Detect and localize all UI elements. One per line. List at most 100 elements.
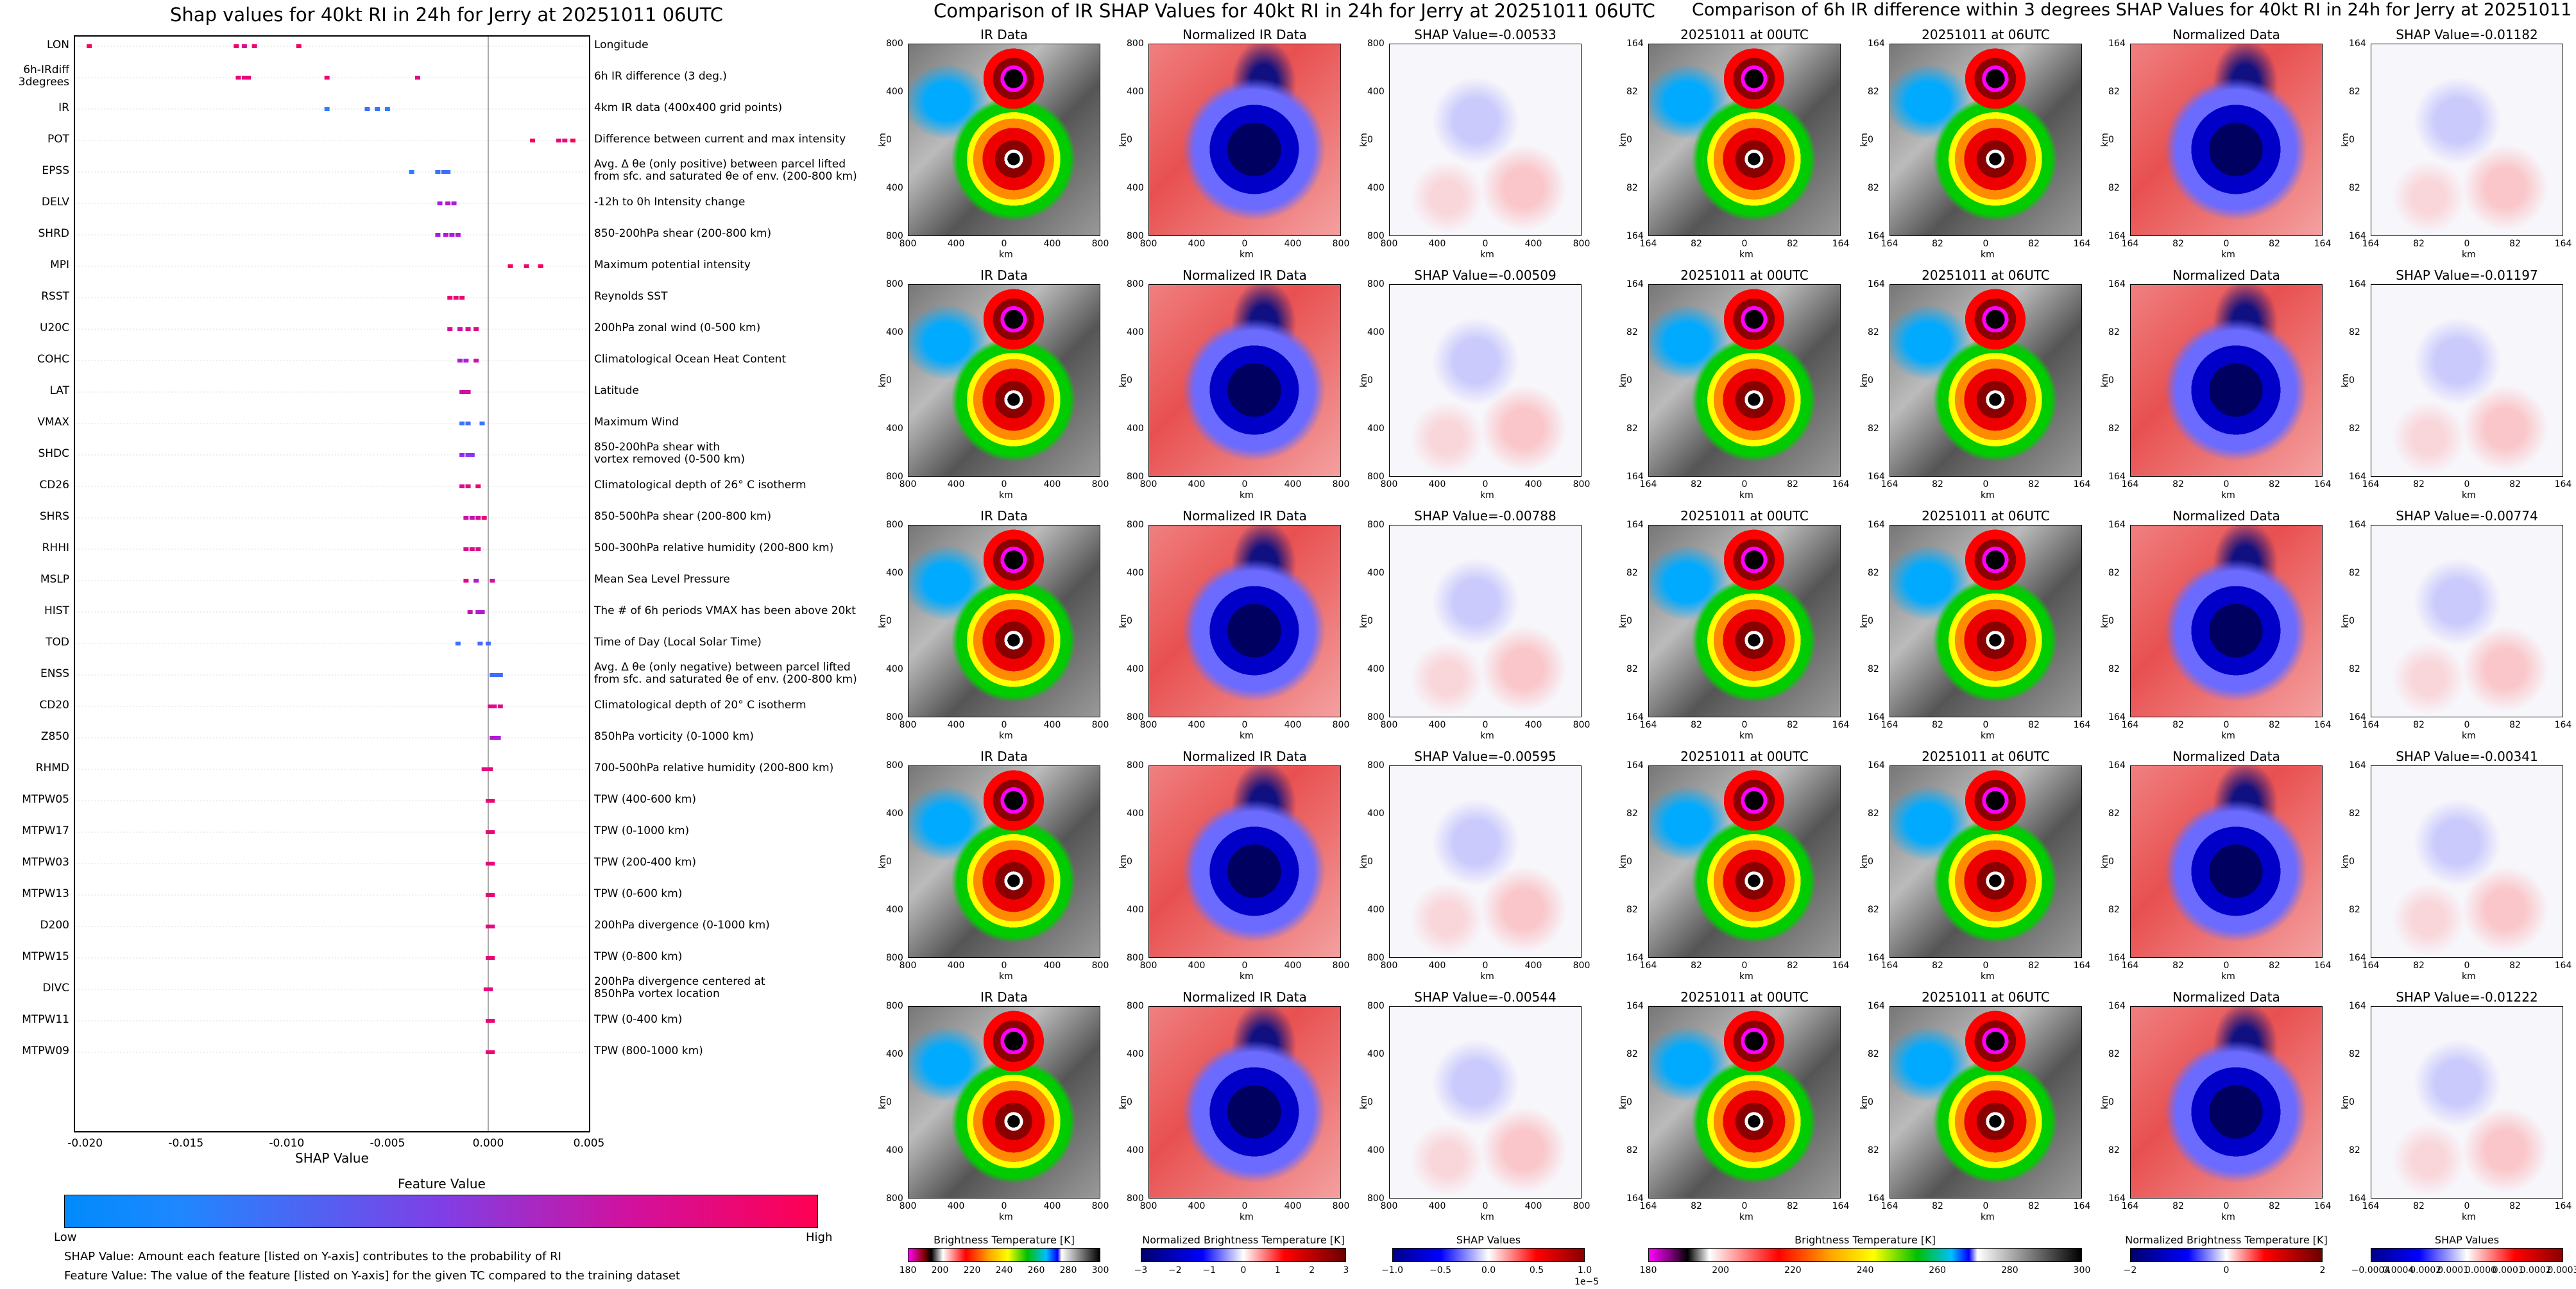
panel-title: 20251011 at 06UTC	[1922, 27, 2050, 42]
colorbar-tick: 0.0002	[2410, 1265, 2442, 1276]
panel-title: 20251011 at 06UTC	[1922, 749, 2050, 764]
feature-description-label: TPW (0-800 km)	[594, 950, 683, 963]
y-tick-label: 82	[1626, 664, 1638, 674]
x-tick-label: 164	[2362, 960, 2380, 971]
panel-title: IR Data	[980, 268, 1028, 283]
shap-point	[570, 139, 576, 142]
shap-point	[524, 264, 529, 268]
feature-code-label: DELV	[41, 195, 69, 209]
colorbar-tick: 180	[899, 1265, 917, 1276]
shap-value-note: SHAP Value: Amount each feature [listed …	[64, 1250, 561, 1263]
x-tick-label: 800	[1380, 1201, 1398, 1211]
y-tick-label: 164	[2349, 760, 2366, 771]
feature-code-label: SHRD	[38, 226, 69, 240]
x-tick-label: 82	[1932, 960, 1943, 971]
shap-point	[252, 44, 257, 48]
heatmap-panel	[1148, 765, 1341, 958]
shap-point	[459, 390, 465, 394]
x-axis-label: km	[2462, 731, 2476, 741]
y-axis-label: km	[2340, 855, 2351, 869]
shap-point	[469, 547, 475, 551]
x-axis-label: km	[1480, 731, 1494, 741]
y-tick-label: 82	[1868, 664, 1879, 674]
y-axis-label: km	[2340, 133, 2351, 147]
x-axis-label: km	[2221, 490, 2235, 500]
shap-point	[457, 327, 463, 331]
y-tick-label: 164	[2108, 953, 2126, 963]
shap-point	[556, 139, 561, 142]
x-tick-label: 400	[1284, 239, 1302, 249]
x-tick-label: 0	[1983, 1201, 1989, 1211]
x-tick-label: 0	[1482, 960, 1488, 971]
y-axis-label: km	[1617, 614, 1628, 628]
shap-point	[491, 704, 497, 708]
x-tick-label: 82	[2172, 479, 2184, 490]
y-tick-label: 82	[2349, 1145, 2360, 1156]
x-tick-label: 164	[2073, 960, 2091, 971]
shap-point	[455, 233, 461, 237]
x-tick-label: 0	[2223, 720, 2230, 730]
x-tick-label: 400	[947, 1201, 965, 1211]
x-tick-label: 82	[1787, 239, 1798, 249]
feature-code-label: MSLP	[40, 572, 69, 586]
x-tick-label: 800	[1332, 720, 1350, 730]
panel-title: 20251011 at 06UTC	[1922, 989, 2050, 1005]
x-tick-label: 400	[1188, 960, 1206, 971]
shap-point	[324, 107, 330, 111]
shap-point	[469, 516, 475, 520]
y-tick-label: 800	[1367, 472, 1385, 482]
shap-point	[490, 1019, 495, 1023]
feature-description-label: TPW (400-600 km)	[594, 792, 696, 806]
feature-description-label: 700-500hPa relative humidity (200-800 km…	[594, 761, 834, 774]
y-tick-label: 800	[1127, 472, 1144, 482]
colorbar-tick: 280	[2000, 1265, 2018, 1276]
feature-description-label: 850hPa vorticity (0-1000 km)	[594, 730, 754, 743]
shap-point	[435, 170, 441, 174]
feature-description-label: 200hPa divergence (0-1000 km)	[594, 918, 770, 932]
x-tick-label: 82	[1932, 239, 1943, 249]
x-tick-label: 800	[1139, 960, 1157, 971]
y-tick-label: 164	[2349, 1193, 2366, 1204]
x-tick-label: -0.015	[168, 1137, 204, 1150]
y-tick-label: 82	[1626, 327, 1638, 337]
y-tick-label: 82	[1626, 87, 1638, 97]
colorbar-tick: 240	[1856, 1265, 1874, 1276]
y-axis-label: km	[2340, 614, 2351, 628]
y-tick-label: 164	[1868, 231, 1885, 241]
x-tick-label: 800	[899, 479, 917, 490]
y-axis-label: km	[1118, 1095, 1129, 1109]
feature-code-label: MTPW05	[22, 792, 69, 806]
y-tick-label: 0	[2108, 1097, 2114, 1107]
x-tick-label: 164	[2314, 1201, 2332, 1211]
y-tick-label: 82	[1868, 1145, 1879, 1156]
x-tick-label: 800	[1573, 479, 1591, 490]
x-tick-label: 800	[1332, 1201, 1350, 1211]
shap-point	[490, 925, 495, 928]
x-tick-label: 82	[1932, 720, 1943, 730]
y-tick-label: 82	[1868, 327, 1879, 337]
feature-description-label: Reynolds SST	[594, 289, 668, 303]
x-tick-label: 800	[1139, 1201, 1157, 1211]
shap-point	[409, 170, 414, 174]
x-tick-label: 164	[2554, 960, 2572, 971]
y-tick-label: 82	[1626, 905, 1638, 915]
heatmap-panel	[908, 284, 1100, 477]
x-tick-label: 82	[2413, 1201, 2425, 1211]
y-tick-label: 164	[1868, 760, 1885, 771]
y-tick-label: 164	[2108, 520, 2126, 530]
colorbar-tick: 260	[1929, 1265, 1947, 1276]
shap-point	[479, 610, 485, 614]
y-tick-label: 164	[1868, 38, 1885, 49]
y-tick-label: 164	[2349, 712, 2366, 722]
y-tick-label: 400	[1367, 87, 1385, 97]
colorbar-tick: 0.0001	[2437, 1265, 2469, 1276]
shap-point	[455, 642, 461, 645]
panel-title: Normalized IR Data	[1182, 268, 1307, 283]
x-axis-label: km	[1480, 250, 1494, 260]
x-axis-label: km	[1739, 250, 1753, 260]
x-tick-label: 800	[899, 960, 917, 971]
x-axis-label: km	[2462, 490, 2476, 500]
y-tick-label: 0	[1626, 1097, 1632, 1107]
feature-code-label: COHC	[37, 352, 69, 366]
y-axis-label: km	[1358, 614, 1369, 628]
